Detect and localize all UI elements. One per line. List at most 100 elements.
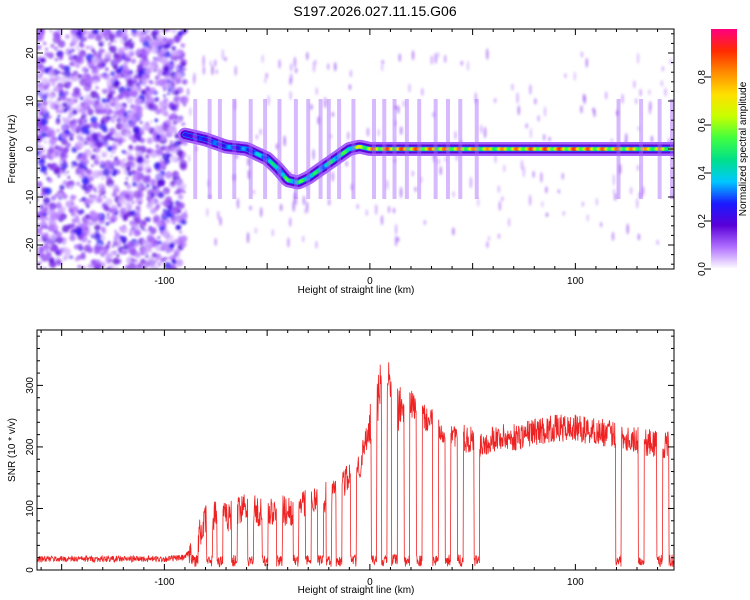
noise-speck	[89, 64, 94, 70]
noise-streak	[252, 189, 256, 195]
spectrogram-dropout-streak	[351, 99, 356, 199]
noise-speck	[108, 33, 116, 41]
x-tick-label: -100	[154, 577, 174, 588]
noise-streak	[333, 61, 337, 72]
noise-speck	[69, 132, 74, 138]
noise-streak	[493, 98, 497, 104]
noise-speck	[170, 181, 176, 186]
noise-streak	[421, 87, 424, 97]
noise-speck	[113, 131, 122, 140]
noise-speck	[113, 146, 117, 150]
noise-speck	[104, 52, 112, 60]
noise-speck	[60, 71, 64, 75]
noise-speck	[140, 78, 148, 86]
noise-speck	[177, 208, 182, 214]
noise-speck	[60, 95, 67, 101]
noise-speck	[139, 120, 143, 125]
noise-speck	[60, 75, 68, 83]
noise-speck	[137, 262, 143, 269]
noise-speck	[84, 197, 90, 204]
noise-speck	[96, 102, 105, 111]
noise-streak	[580, 51, 584, 58]
noise-speck	[59, 110, 63, 114]
noise-speck	[173, 75, 177, 79]
snr-panel: -100 0 100 0 100 200 300 Height of straight l…	[7, 329, 675, 596]
noise-speck	[129, 121, 137, 128]
noise-speck	[70, 29, 77, 35]
noise-speck	[131, 29, 138, 34]
noise-speck	[81, 50, 86, 55]
noise-speck	[111, 208, 119, 216]
noise-streak	[520, 159, 524, 171]
noise-speck	[70, 62, 74, 66]
noise-speck	[85, 188, 89, 192]
noise-speck	[145, 96, 152, 103]
noise-streak	[511, 83, 514, 91]
noise-streak	[443, 54, 447, 64]
noise-speck	[52, 31, 60, 38]
noise-streak	[304, 207, 307, 215]
noise-speck	[38, 66, 46, 74]
noise-speck	[116, 32, 123, 38]
noise-speck	[44, 225, 48, 230]
noise-speck	[111, 245, 115, 248]
noise-streak	[381, 59, 385, 65]
noise-speck	[52, 213, 60, 220]
noise-streak	[537, 115, 540, 122]
noise-streak	[366, 127, 370, 137]
noise-speck	[77, 74, 83, 79]
noise-speck	[157, 262, 162, 267]
noise-speck	[150, 45, 159, 54]
noise-speck	[55, 251, 59, 255]
noise-speck	[109, 76, 116, 83]
noise-speck	[117, 93, 124, 100]
noise-speck	[124, 163, 128, 167]
noise-speck	[106, 266, 111, 269]
noise-speck	[156, 184, 161, 189]
x-tick-label: 100	[567, 577, 584, 588]
noise-streak	[289, 90, 292, 101]
noise-speck	[142, 123, 149, 131]
noise-speck	[72, 109, 78, 115]
noise-speck	[53, 85, 61, 93]
noise-speck	[155, 148, 162, 155]
noise-speck	[40, 117, 49, 126]
noise-speck	[39, 94, 45, 100]
noise-streak	[211, 64, 214, 76]
noise-speck	[179, 183, 187, 190]
noise-speck	[37, 29, 40, 33]
noise-speck	[105, 198, 113, 206]
noise-speck	[108, 184, 112, 188]
noise-speck	[118, 235, 123, 240]
noise-streak	[637, 126, 640, 131]
spectrogram-dropout-streak	[392, 99, 397, 199]
y-tick-label: -10	[25, 189, 36, 204]
noise-speck	[48, 221, 52, 225]
noise-speck	[134, 251, 141, 258]
noise-streak	[541, 201, 544, 208]
noise-streak	[350, 183, 354, 191]
noise-streak	[396, 236, 400, 242]
noise-speck	[77, 243, 83, 249]
noise-speck	[70, 165, 74, 169]
noise-speck	[170, 155, 178, 163]
noise-streak	[516, 92, 519, 104]
noise-streak	[186, 88, 190, 96]
noise-streak	[534, 98, 537, 105]
noise-speck	[48, 147, 54, 154]
y-tick-label: 20	[25, 47, 36, 59]
noise-streak	[310, 103, 313, 111]
noise-speck	[173, 140, 181, 148]
noise-speck	[102, 72, 106, 76]
noise-speck	[42, 232, 49, 239]
noise-speck	[180, 95, 189, 104]
noise-streak	[564, 73, 567, 79]
noise-speck	[126, 210, 134, 218]
colorbar-tick-label: 0.8	[697, 70, 708, 84]
noise-speck	[175, 254, 180, 259]
noise-speck	[38, 87, 45, 95]
noise-speck	[97, 190, 101, 194]
noise-speck	[140, 58, 144, 62]
noise-speck	[101, 62, 106, 67]
noise-speck	[112, 257, 120, 265]
